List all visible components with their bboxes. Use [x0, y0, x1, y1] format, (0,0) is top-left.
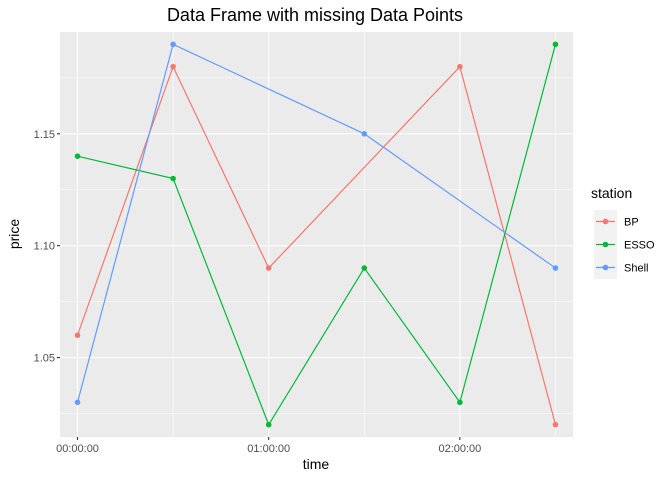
series-layer: [74, 41, 559, 428]
legend-label-esso: ESSO: [624, 240, 655, 252]
legend-key-point: [602, 264, 609, 271]
legend-item-esso: ESSO: [594, 233, 655, 256]
y-tick-label: 1.15: [34, 129, 55, 141]
data-point-esso: [552, 41, 559, 48]
x-axis: 00:00:00 01:00:00 02:00:00: [56, 437, 481, 455]
data-point-shell: [361, 131, 368, 137]
x-tick-label: 02:00:00: [438, 443, 481, 455]
x-tick-label: 01:00:00: [247, 443, 290, 455]
legend-title: station: [591, 185, 632, 201]
data-point-bp: [457, 63, 463, 70]
legend-key-point: [602, 241, 609, 248]
data-point-shell: [170, 41, 176, 48]
legend-label-shell: Shell: [624, 263, 648, 275]
data-point-bp: [265, 265, 272, 271]
y-axis-title: price: [6, 219, 22, 250]
major-gridlines: [60, 32, 573, 437]
data-point-bp: [74, 332, 81, 338]
legend-item-shell: Shell: [594, 256, 648, 279]
series-line-shell: [76, 43, 556, 403]
x-axis-title: time: [303, 456, 330, 472]
plot-panel: [60, 32, 573, 437]
legend: station BP ESSO Shell: [591, 185, 655, 279]
legend-key-point: [602, 218, 609, 225]
y-tick-label: 1.10: [34, 241, 55, 253]
legend-label-bp: BP: [624, 217, 639, 229]
data-point-esso: [170, 175, 176, 182]
data-point-esso: [265, 421, 272, 428]
series-line-esso: [77, 44, 557, 427]
series-bp: [74, 63, 559, 428]
data-point-esso: [361, 265, 368, 271]
data-point-bp: [552, 421, 559, 428]
data-point-shell: [74, 399, 81, 406]
chart-title: Data Frame with missing Data Points: [167, 5, 463, 25]
x-tick-label: 00:00:00: [56, 443, 99, 455]
minor-gridlines: [60, 32, 573, 437]
data-point-esso: [457, 399, 463, 406]
y-tick-label: 1.05: [34, 353, 55, 365]
series-esso: [74, 41, 559, 428]
data-point-esso: [74, 153, 81, 159]
y-axis: 1.05 1.10 1.15: [34, 129, 60, 365]
data-point-shell: [552, 265, 559, 271]
series-shell: [74, 41, 559, 406]
legend-item-bp: BP: [594, 210, 639, 233]
data-point-bp: [170, 63, 176, 70]
